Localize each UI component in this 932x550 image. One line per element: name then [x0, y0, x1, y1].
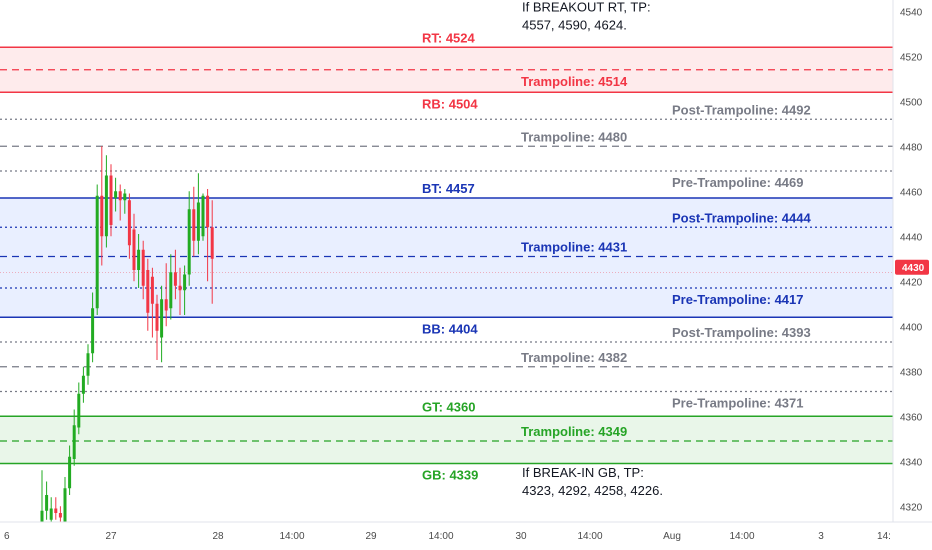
x-tick-label-10: 3 — [818, 531, 824, 542]
candle-body-1 — [45, 495, 49, 511]
y-tick-label-3: 4380 — [900, 367, 923, 378]
candle-body-36 — [206, 195, 210, 228]
annotation-0-line-0: If BREAKOUT RT, TP: — [522, 0, 651, 14]
level-label-5: Pre-Trampoline: 4469 — [672, 175, 804, 190]
y-tick-label-4: 4400 — [900, 322, 923, 333]
candle-body-30 — [178, 285, 182, 291]
y-tick-label-2: 4360 — [900, 412, 923, 423]
candle-body-5 — [63, 488, 67, 522]
level-label-16: GB: 4339 — [422, 468, 478, 483]
current-price-badge — [895, 259, 929, 275]
level-label-3: Post-Trampoline: 4492 — [672, 102, 811, 117]
x-tick-label-6: 30 — [515, 531, 527, 542]
candle-body-37 — [210, 227, 214, 259]
candle-body-31 — [183, 274, 187, 291]
candle-body-20 — [132, 229, 136, 270]
candle-body-17 — [118, 191, 122, 201]
candle-body-24 — [150, 276, 154, 304]
candle-body-16 — [114, 191, 118, 198]
candle-body-33 — [192, 209, 196, 241]
candle-body-25 — [155, 303, 159, 331]
x-tick-label-8: Aug — [663, 531, 681, 542]
level-label-9: Pre-Trampoline: 4417 — [672, 292, 804, 307]
y-tick-label-0: 4320 — [900, 502, 923, 513]
candle-body-26 — [160, 299, 164, 338]
level-label-11: Post-Trampoline: 4393 — [672, 325, 811, 340]
candle-body-21 — [137, 249, 141, 270]
level-label-14: GT: 4360 — [422, 399, 475, 414]
y-axis-panel — [893, 0, 932, 550]
candle-body-8 — [77, 393, 81, 428]
candle-body-11 — [91, 308, 95, 354]
candle-body-3 — [54, 508, 58, 513]
annotation-1-line-0: If BREAK-IN GB, TP: — [522, 465, 644, 480]
candle-body-29 — [173, 272, 177, 286]
x-tick-label-11: 14: — [877, 531, 891, 542]
y-tick-label-1: 4340 — [900, 457, 923, 468]
candle-body-19 — [127, 200, 131, 246]
level-label-6: BT: 4457 — [422, 181, 475, 196]
y-tick-label-8: 4480 — [900, 142, 923, 153]
y-tick-label-7: 4460 — [900, 187, 923, 198]
level-label-15: Trampoline: 4349 — [521, 424, 627, 439]
annotation-1-line-1: 4323, 4292, 4258, 4226. — [522, 483, 663, 498]
candle-body-22 — [141, 249, 145, 286]
candle-body-6 — [68, 456, 72, 489]
y-tick-label-6: 4440 — [900, 232, 923, 243]
candle-body-2 — [49, 508, 53, 520]
zone-band-2 — [0, 416, 893, 464]
candle-body-12 — [95, 195, 99, 309]
annotation-0-line-1: 4557, 4590, 4624. — [522, 17, 627, 32]
level-label-4: Trampoline: 4480 — [521, 129, 627, 144]
candle-body-32 — [187, 209, 191, 275]
candle-body-23 — [146, 270, 150, 313]
x-tick-label-5: 14:00 — [428, 531, 453, 542]
candle-body-9 — [81, 375, 85, 394]
candle-body-7 — [72, 425, 76, 459]
candle-body-13 — [100, 195, 104, 237]
current-price-label: 4430 — [902, 263, 925, 274]
level-label-13: Pre-Trampoline: 4371 — [672, 396, 804, 411]
x-tick-label-4: 29 — [365, 531, 377, 542]
level-label-8: Trampoline: 4431 — [521, 240, 627, 255]
y-tick-label-5: 4420 — [900, 277, 923, 288]
level-label-7: Post-Trampoline: 4444 — [672, 210, 811, 225]
candle-body-34 — [196, 202, 200, 241]
level-label-12: Trampoline: 4382 — [521, 350, 627, 365]
x-tick-label-9: 14:00 — [729, 531, 754, 542]
y-tick-label-11: 4540 — [900, 7, 923, 18]
x-tick-label-0: 6 — [4, 531, 10, 542]
candle-body-27 — [164, 299, 168, 311]
y-tick-label-9: 4500 — [900, 97, 923, 108]
x-tick-label-2: 28 — [212, 531, 224, 542]
candle-body-0 — [40, 510, 44, 522]
level-label-10: BB: 4404 — [422, 321, 478, 336]
candle-body-14 — [104, 175, 108, 237]
candle-body-4 — [58, 513, 62, 518]
x-axis-panel — [0, 522, 932, 550]
level-label-0: RT: 4524 — [422, 30, 476, 45]
candle-body-10 — [86, 353, 90, 376]
x-tick-label-1: 27 — [105, 531, 117, 542]
candle-body-15 — [109, 175, 113, 225]
candle-body-18 — [123, 193, 127, 201]
y-tick-label-10: 4520 — [900, 52, 923, 63]
x-tick-label-3: 14:00 — [279, 531, 304, 542]
x-tick-label-7: 14:00 — [577, 531, 602, 542]
candle-body-28 — [169, 272, 173, 309]
level-label-2: RB: 4504 — [422, 96, 478, 111]
candle-body-35 — [201, 195, 205, 237]
level-label-1: Trampoline: 4514 — [521, 74, 628, 89]
